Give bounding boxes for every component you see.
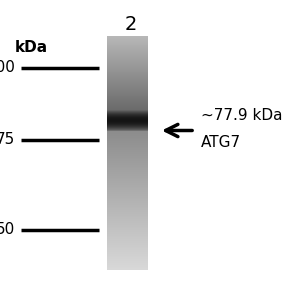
Text: ATG7: ATG7: [201, 135, 241, 150]
Text: kDa: kDa: [15, 40, 48, 56]
Text: 100: 100: [0, 60, 15, 75]
Text: ~77.9 kDa: ~77.9 kDa: [201, 108, 283, 123]
Text: 50: 50: [0, 222, 15, 237]
Text: 75: 75: [0, 132, 15, 147]
Text: 2: 2: [124, 14, 137, 34]
